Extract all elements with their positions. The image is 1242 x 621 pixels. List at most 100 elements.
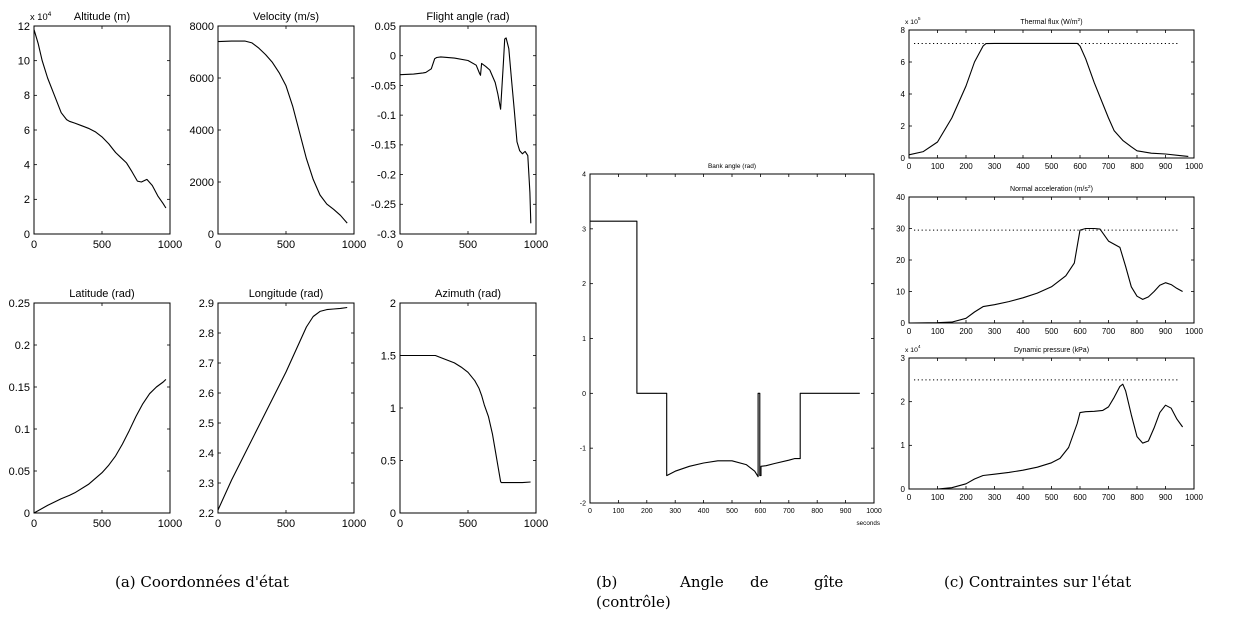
y-tick-label: -2 bbox=[580, 500, 586, 507]
series-line bbox=[908, 227, 1183, 324]
y-scale-base: x 10 bbox=[30, 12, 48, 22]
velocity-plot: 0 500 1000 0 2000 4000 6000 8000 Velocity (m/s) bbox=[190, 11, 367, 251]
caption-c: (c) Contraintes sur l'état bbox=[944, 573, 1132, 591]
y-tick-label: 2.2 bbox=[199, 508, 214, 520]
y-tick-label: 1 bbox=[901, 441, 906, 450]
x-tick-label: 0 bbox=[397, 518, 403, 530]
y-tick-label: 0 bbox=[24, 229, 30, 241]
y-scale-label: x 105 bbox=[905, 16, 921, 26]
y-tick-label: 4 bbox=[582, 171, 586, 178]
y-tick-label: 2.3 bbox=[199, 478, 214, 490]
x-tick-label: 500 bbox=[459, 239, 477, 251]
y-scale-label: x 104 bbox=[905, 344, 921, 354]
y-tick-label: -0.1 bbox=[377, 110, 396, 122]
x-tick-label: 300 bbox=[988, 493, 1002, 502]
y-tick-label: 2 bbox=[901, 122, 906, 131]
y-tick-label: 6 bbox=[24, 125, 30, 137]
x-tick-label: 1000 bbox=[524, 518, 548, 530]
x-tick-label: 1000 bbox=[1185, 162, 1203, 171]
y-scale-label: x 104 bbox=[30, 11, 52, 22]
y-tick-label: 4 bbox=[24, 160, 30, 172]
plot-title: Latitude (rad) bbox=[69, 288, 134, 300]
x-tick-label: 0 bbox=[31, 239, 37, 251]
y-tick-label: -0.05 bbox=[371, 80, 396, 92]
x-axis-label: seconds bbox=[857, 520, 880, 527]
y-tick-label: 0 bbox=[582, 391, 586, 398]
y-tick-label: 0 bbox=[901, 319, 906, 328]
series-line bbox=[908, 42, 1189, 157]
x-tick-label: 200 bbox=[959, 493, 973, 502]
y-tick-label: 8 bbox=[24, 90, 30, 102]
x-tick-label: 0 bbox=[215, 518, 221, 530]
latitude-plot: 0 500 1000 0 0.05 0.1 0.15 0.2 0.25 Latitude (rad… bbox=[9, 288, 183, 530]
plot-frame bbox=[589, 173, 875, 504]
y-scale-exponent: 5 bbox=[918, 16, 921, 22]
x-tick-label: 100 bbox=[931, 493, 945, 502]
x-tick-label: 1000 bbox=[158, 518, 182, 530]
x-tick-label: 500 bbox=[277, 518, 295, 530]
x-tick-label: 1000 bbox=[866, 508, 882, 515]
plot-title-end: ) bbox=[1091, 186, 1093, 193]
x-tick-label: 800 bbox=[1130, 162, 1144, 171]
y-tick-label: 2.5 bbox=[199, 418, 214, 430]
y-tick-label: 4 bbox=[901, 90, 906, 99]
y-tick-label: 2.4 bbox=[199, 448, 214, 460]
x-tick-label: 0 bbox=[397, 239, 403, 251]
y-tick-label: 0.15 bbox=[9, 382, 30, 394]
y-scale-base: x 10 bbox=[905, 347, 918, 354]
x-tick-label: 800 bbox=[1130, 327, 1144, 336]
x-tick-label: 0 bbox=[215, 239, 221, 251]
y-tick-label: 0 bbox=[208, 229, 214, 241]
x-tick-label: 1000 bbox=[1185, 327, 1203, 336]
x-tick-label: 400 bbox=[698, 508, 710, 515]
x-tick-label: 100 bbox=[931, 162, 945, 171]
y-tick-label: 10 bbox=[896, 287, 905, 296]
plot-frame bbox=[908, 29, 1195, 159]
x-tick-label: 1000 bbox=[342, 239, 366, 251]
x-tick-label: 100 bbox=[613, 508, 625, 515]
plot-title: Azimuth (rad) bbox=[435, 288, 501, 300]
x-tick-label: 500 bbox=[277, 239, 295, 251]
y-tick-label: 2 bbox=[24, 194, 30, 206]
x-tick-label: 1000 bbox=[524, 239, 548, 251]
plot-title: Altitude (m) bbox=[74, 11, 130, 23]
y-tick-label: 40 bbox=[896, 193, 905, 202]
x-tick-label: 0 bbox=[31, 518, 37, 530]
x-tick-label: 400 bbox=[1016, 327, 1030, 336]
y-tick-label: 30 bbox=[896, 224, 905, 233]
x-tick-label: 800 bbox=[811, 508, 823, 515]
y-tick-label: 0.5 bbox=[381, 455, 396, 467]
x-tick-label: 700 bbox=[1102, 493, 1116, 502]
x-tick-label: 900 bbox=[1159, 493, 1173, 502]
plot-title: Normal acceleration (m/s2) bbox=[1010, 184, 1093, 193]
x-tick-label: 300 bbox=[988, 162, 1002, 171]
x-tick-label: 400 bbox=[1016, 493, 1030, 502]
x-tick-label: 500 bbox=[1045, 327, 1059, 336]
x-tick-label: 500 bbox=[1045, 493, 1059, 502]
y-tick-label: 3 bbox=[901, 354, 906, 363]
y-tick-label: 2.6 bbox=[199, 388, 214, 400]
x-tick-label: 900 bbox=[840, 508, 852, 515]
plot-title: Flight angle (rad) bbox=[426, 11, 509, 23]
x-tick-label: 600 bbox=[755, 508, 767, 515]
x-tick-label: 400 bbox=[1016, 162, 1030, 171]
plot-frame bbox=[399, 302, 537, 514]
bank-angle-plot: 0 100 200 300 400 500 600 700 800 900 1000 -2 -1 0 1 2 3… bbox=[580, 163, 882, 527]
y-tick-label: 0.1 bbox=[15, 424, 30, 436]
caption-b-word-2: de bbox=[750, 573, 769, 591]
longitude-plot: 0 500 1000 2.2 2.3 2.4 2.5 2.6 2.7 2.8 2.9 Longitud… bbox=[199, 288, 367, 530]
caption-b-word-4: (contrôle) bbox=[596, 593, 671, 611]
x-tick-label: 0 bbox=[907, 162, 912, 171]
y-tick-label: 2.9 bbox=[199, 298, 214, 310]
x-tick-label: 1000 bbox=[158, 239, 182, 251]
panel-c-state-constraints: 0 100 200 300 400 500 600 700 800 900 100002468The… bbox=[896, 16, 1203, 502]
plot-frame bbox=[33, 302, 171, 514]
y-tick-label: 4000 bbox=[190, 125, 214, 137]
plot-title-text: Longitude (rad) bbox=[249, 288, 324, 300]
y-tick-label: -0.25 bbox=[371, 199, 396, 211]
azimuth-plot: 0 500 1000 0 0.5 1 1.5 2 Azimuth (rad) bbox=[381, 288, 549, 530]
x-tick-label: 1000 bbox=[1185, 493, 1203, 502]
